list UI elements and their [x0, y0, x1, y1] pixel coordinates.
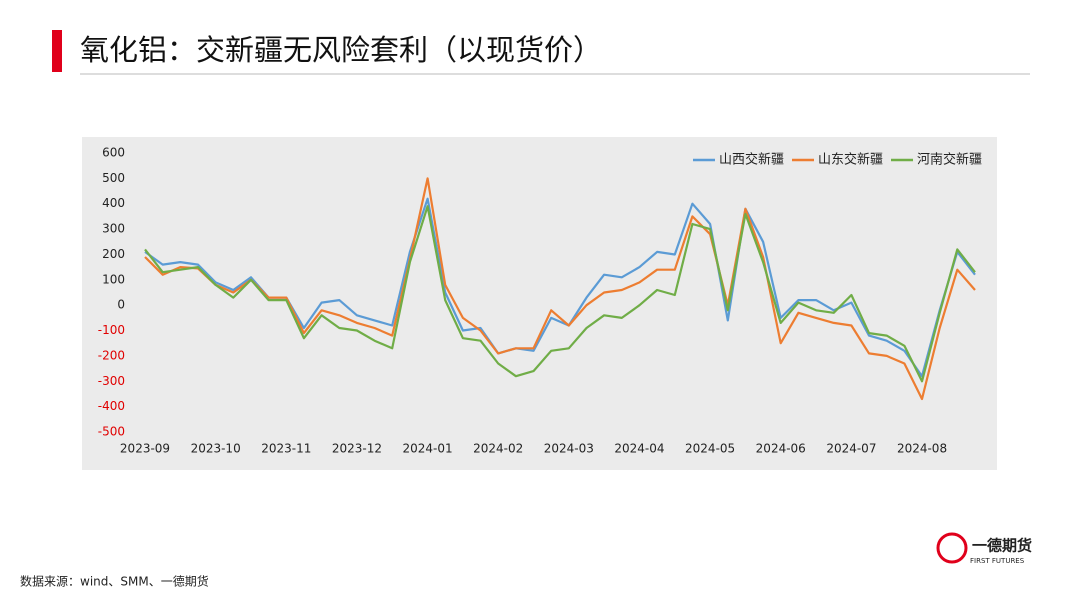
y-tick-label: -300	[98, 374, 125, 388]
source-note: 数据来源：wind、SMM、一德期货	[20, 574, 209, 589]
x-tick-label: 2024-01	[402, 442, 452, 456]
x-tick-label: 2024-05	[685, 442, 735, 456]
logo-name: 一德期货	[972, 537, 1032, 555]
logo-icon	[936, 532, 968, 564]
x-tick-label: 2023-10	[191, 442, 241, 456]
logo-sub: FIRST FUTURES	[970, 557, 1025, 565]
slide-title: 氧化铝：交新疆无风险套利（以现货价）	[80, 33, 602, 67]
y-tick-label: -500	[98, 425, 125, 439]
chart-background	[82, 137, 997, 470]
y-tick-label: -200	[98, 348, 125, 362]
x-tick-label: 2024-02	[473, 442, 523, 456]
y-tick-label: 100	[102, 272, 125, 286]
legend-label: 山西交新疆	[719, 152, 784, 168]
series-line	[144, 205, 976, 383]
legend-label: 河南交新疆	[917, 152, 982, 168]
y-tick-label: 600	[102, 146, 125, 160]
y-tick-label: -400	[98, 399, 125, 413]
x-tick-label: 2023-12	[332, 442, 382, 456]
x-tick-label: 2023-09	[120, 442, 170, 456]
x-tick-label: 2024-03	[544, 442, 594, 456]
title-accent	[52, 30, 62, 72]
x-tick-label: 2024-08	[897, 442, 947, 456]
x-tick-label: 2024-04	[614, 442, 664, 456]
y-tick-label: 300	[102, 222, 125, 236]
legend-label: 山东交新疆	[818, 152, 883, 168]
y-tick-label: 0	[117, 298, 125, 312]
series-line	[144, 177, 976, 401]
y-tick-label: 400	[102, 196, 125, 210]
x-tick-label: 2024-06	[756, 442, 806, 456]
x-tick-label: 2023-11	[261, 442, 311, 456]
y-tick-label: 200	[102, 247, 125, 261]
x-tick-label: 2024-07	[826, 442, 876, 456]
y-tick-label: -100	[98, 323, 125, 337]
y-tick-label: 500	[102, 171, 125, 185]
